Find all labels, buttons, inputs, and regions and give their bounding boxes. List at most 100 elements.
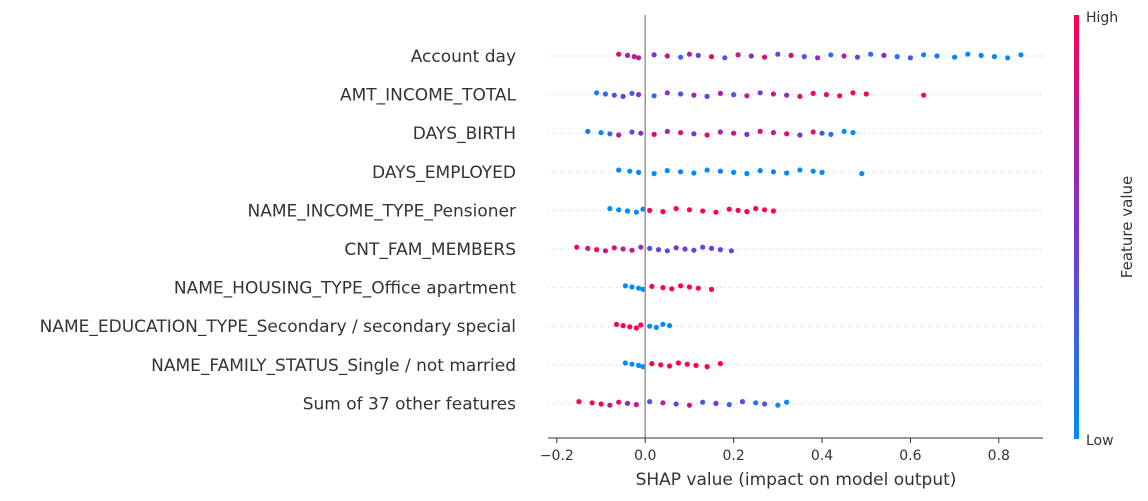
shap-point — [675, 360, 681, 366]
shap-point — [611, 92, 617, 98]
shap-point — [797, 132, 803, 138]
shap-point — [693, 362, 699, 368]
shap-point — [611, 245, 617, 251]
shap-point — [686, 284, 693, 290]
shap-point — [859, 171, 865, 177]
shap-point — [704, 364, 710, 370]
shap-point — [708, 286, 715, 292]
shap-point — [616, 132, 622, 138]
shap-point — [775, 402, 781, 408]
shap-point — [686, 207, 693, 213]
x-tick-label: 0.2 — [722, 448, 744, 464]
shap-point — [627, 324, 633, 330]
shap-point — [638, 322, 644, 328]
shap-point — [704, 93, 710, 99]
colorbar-legend: High Low Feature value — [1074, 10, 1136, 449]
shap-point — [620, 93, 626, 99]
shap-point — [664, 248, 670, 254]
shap-point — [854, 54, 860, 60]
shap-point — [881, 52, 887, 59]
shap-point — [633, 325, 639, 331]
shap-point — [673, 245, 679, 251]
shap-point — [894, 54, 900, 60]
shap-point — [1018, 52, 1024, 58]
shap-point — [686, 51, 693, 57]
shap-point — [921, 52, 927, 58]
shap-point — [1005, 55, 1011, 61]
shap-point — [863, 91, 869, 97]
shap-point — [640, 364, 646, 370]
colorbar-gradient — [1074, 15, 1079, 439]
feature-label: DAYS_EMPLOYED — [372, 163, 516, 183]
shap-point — [713, 400, 719, 406]
feature-label: Sum of 37 other features — [303, 394, 516, 414]
shap-point — [613, 321, 620, 327]
shap-point — [991, 54, 997, 60]
shap-point — [728, 248, 735, 254]
shap-point — [631, 54, 637, 60]
shap-point — [770, 91, 777, 97]
shap-point — [647, 323, 653, 329]
shap-point — [660, 400, 666, 406]
shap-point — [757, 168, 763, 174]
shap-point — [638, 130, 644, 136]
shap-point — [638, 244, 644, 250]
shap-point — [761, 401, 768, 407]
shap-point — [704, 132, 710, 138]
x-ticks: −0.2 0.0 0.2 0.4 0.6 0.8 — [540, 438, 1010, 464]
shap-point — [653, 324, 659, 330]
shap-point — [677, 54, 684, 60]
shap-point — [576, 399, 582, 405]
shap-point — [622, 283, 628, 289]
shap-point — [691, 131, 697, 137]
x-tick-label: 0.0 — [634, 448, 656, 464]
shap-point — [686, 402, 693, 408]
shap-point — [660, 321, 666, 327]
shap-point — [691, 170, 697, 176]
shap-point — [598, 401, 604, 407]
shap-point — [810, 168, 816, 174]
shap-point — [797, 93, 803, 99]
shap-point — [651, 52, 657, 58]
x-tick-label: 0.4 — [811, 448, 833, 464]
shap-point — [708, 245, 715, 251]
shap-point — [607, 402, 613, 408]
shap-point — [666, 363, 673, 369]
shap-point — [731, 130, 737, 136]
shap-point — [616, 399, 622, 405]
shap-point — [748, 53, 754, 59]
shap-point — [952, 54, 958, 60]
shap-point — [616, 51, 622, 57]
shap-point — [744, 131, 750, 137]
feature-label: NAME_INCOME_TYPE_Pensioner — [248, 201, 517, 221]
shap-point — [620, 246, 626, 252]
shap-point — [691, 92, 697, 98]
shap-point — [673, 206, 679, 212]
shap-point — [717, 129, 723, 135]
points-layer — [574, 51, 1024, 408]
shap-point — [801, 54, 807, 60]
shap-point — [788, 52, 794, 59]
shap-point — [735, 52, 741, 58]
shap-point — [649, 361, 655, 367]
shap-point — [585, 128, 591, 134]
shap-point — [607, 206, 613, 212]
shap-point — [629, 90, 635, 96]
shap-point — [602, 91, 609, 97]
x-tick-label: 0.6 — [899, 448, 921, 464]
shap-point — [636, 55, 642, 61]
shap-point — [819, 130, 825, 136]
shap-point — [651, 131, 657, 137]
shap-point — [585, 245, 591, 251]
shap-point — [660, 209, 666, 215]
shap-point — [651, 93, 657, 99]
shap-point — [700, 399, 706, 405]
shap-point — [717, 90, 723, 96]
shap-point — [607, 131, 613, 137]
shap-point — [810, 90, 816, 96]
shap-point — [624, 400, 631, 406]
shap-point — [622, 360, 628, 366]
shap-point — [627, 168, 633, 174]
shap-point — [717, 247, 723, 253]
